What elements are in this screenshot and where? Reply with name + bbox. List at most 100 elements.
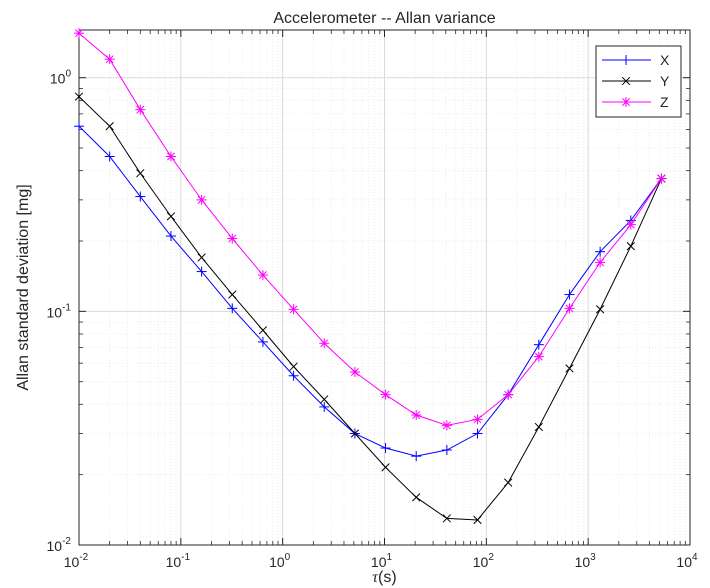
marker-stroke bbox=[595, 305, 605, 314]
data-point-x bbox=[595, 246, 606, 257]
marker-stroke bbox=[289, 362, 298, 371]
data-point-z bbox=[165, 151, 176, 162]
x-tick-base: 10 bbox=[64, 554, 80, 570]
data-point-y bbox=[74, 92, 84, 101]
marker-stroke bbox=[74, 92, 84, 101]
marker-stroke bbox=[105, 55, 114, 64]
data-point-x bbox=[288, 370, 299, 381]
marker-stroke bbox=[136, 169, 145, 178]
marker-stroke bbox=[442, 514, 452, 523]
marker-stroke bbox=[657, 174, 666, 183]
data-point-x bbox=[227, 303, 238, 314]
data-point-y bbox=[166, 212, 176, 221]
marker-stroke bbox=[228, 234, 237, 243]
y-tick-exponent: 0 bbox=[65, 69, 71, 80]
series-line-y bbox=[78, 96, 662, 521]
data-point-x bbox=[380, 443, 391, 454]
series-layer bbox=[74, 28, 667, 525]
marker-stroke bbox=[350, 429, 360, 438]
marker-stroke bbox=[626, 220, 635, 229]
marker-stroke bbox=[473, 415, 482, 424]
x-tick-label: 10-1 bbox=[166, 552, 191, 570]
data-point-x bbox=[441, 445, 452, 456]
data-point-x bbox=[257, 336, 268, 347]
marker-stroke bbox=[350, 368, 359, 376]
data-point-x bbox=[135, 191, 146, 202]
x-tick-label: 102 bbox=[473, 552, 495, 570]
marker-stroke bbox=[534, 422, 543, 432]
marker-stroke bbox=[412, 493, 421, 502]
legend-label-x: X bbox=[660, 52, 670, 68]
x-tick-label: 101 bbox=[371, 552, 393, 570]
marker-stroke bbox=[626, 242, 635, 251]
marker-stroke bbox=[197, 253, 206, 262]
marker-stroke bbox=[412, 411, 421, 419]
data-point-y bbox=[289, 362, 298, 371]
data-point-x bbox=[196, 266, 207, 277]
legend-marker-z bbox=[621, 97, 631, 107]
data-point-x bbox=[533, 339, 544, 350]
data-point-x bbox=[74, 121, 84, 132]
data-point-z bbox=[595, 257, 606, 268]
data-point-y bbox=[412, 493, 421, 502]
data-point-x bbox=[165, 231, 176, 242]
x-tick-label: 104 bbox=[676, 552, 698, 570]
y-tick-exponent: -1 bbox=[62, 302, 71, 313]
marker-stroke bbox=[473, 515, 482, 525]
data-point-z bbox=[472, 414, 483, 425]
data-point-z bbox=[74, 28, 84, 39]
data-point-y bbox=[197, 253, 206, 262]
x-tick-label: 10-2 bbox=[64, 552, 89, 570]
grid bbox=[78, 30, 690, 546]
marker-stroke bbox=[621, 76, 631, 86]
data-point-y bbox=[534, 422, 543, 432]
data-point-y bbox=[350, 429, 360, 438]
data-point-y bbox=[136, 169, 145, 178]
data-point-z bbox=[288, 304, 299, 315]
marker-stroke bbox=[289, 305, 298, 314]
x-tick-exponent: -2 bbox=[79, 552, 88, 563]
data-point-x bbox=[104, 151, 115, 162]
marker-stroke bbox=[504, 478, 513, 487]
marker-stroke bbox=[622, 98, 630, 106]
legend-marker-y bbox=[621, 76, 631, 86]
axis-ticks bbox=[78, 30, 690, 546]
x-axis-label-unit: (s) bbox=[378, 569, 397, 586]
marker-stroke bbox=[565, 364, 574, 373]
data-point-x bbox=[411, 451, 422, 462]
data-point-y bbox=[473, 515, 482, 525]
data-point-y bbox=[442, 514, 452, 523]
y-tick-base: 10 bbox=[47, 538, 63, 554]
y-tick-base: 10 bbox=[47, 304, 63, 320]
y-tick-label: 10-1 bbox=[47, 302, 72, 320]
x-tick-base: 10 bbox=[676, 554, 692, 570]
data-point-z bbox=[503, 389, 514, 400]
series-y bbox=[74, 92, 666, 525]
data-point-y bbox=[595, 305, 605, 314]
marker-stroke bbox=[381, 390, 390, 399]
data-point-z bbox=[104, 54, 115, 65]
data-point-z bbox=[625, 219, 636, 230]
data-point-y bbox=[320, 395, 329, 404]
x-axis-label: τ(s) bbox=[372, 569, 396, 586]
chart-title: Accelerometer -- Allan variance bbox=[273, 10, 495, 27]
marker-stroke bbox=[534, 352, 543, 361]
data-point-z bbox=[135, 104, 146, 115]
x-tick-exponent: 2 bbox=[488, 552, 494, 563]
x-tick-exponent: 3 bbox=[590, 552, 596, 563]
y-tick-base: 10 bbox=[50, 71, 66, 87]
marker-stroke bbox=[381, 463, 390, 472]
data-point-z bbox=[257, 270, 268, 281]
data-point-z bbox=[441, 420, 452, 431]
marker-stroke bbox=[228, 290, 237, 299]
x-tick-label: 103 bbox=[575, 552, 597, 570]
marker-stroke bbox=[320, 339, 329, 348]
data-point-z bbox=[533, 351, 544, 362]
legend-label-y: Y bbox=[660, 73, 670, 89]
x-tick-base: 10 bbox=[575, 554, 591, 570]
legend-marker-x bbox=[621, 55, 631, 65]
data-point-z bbox=[564, 303, 575, 314]
data-point-z bbox=[196, 194, 207, 205]
y-tick-exponent: -2 bbox=[62, 536, 71, 547]
